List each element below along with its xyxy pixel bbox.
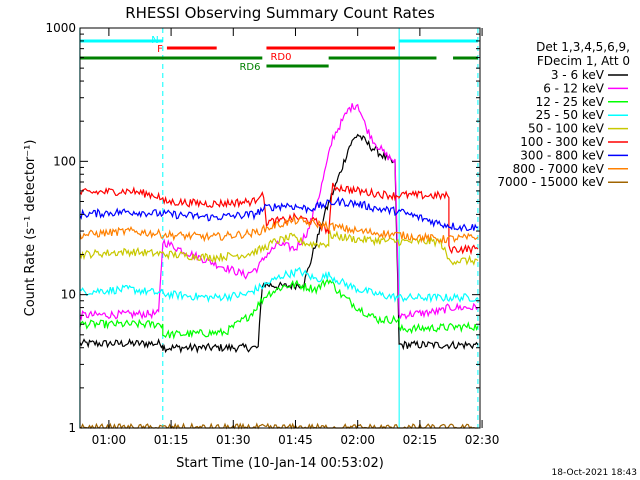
annotation-label: N [151, 35, 158, 46]
chart-title: RHESSI Observing Summary Count Rates [125, 4, 435, 22]
x-tick-label: 01:00 [92, 433, 127, 447]
plot-lines [79, 28, 479, 430]
x-tick-label: 01:15 [154, 433, 189, 447]
legend-label: 50 - 100 keV [528, 122, 605, 136]
annotation-label: F [157, 44, 163, 55]
series-line [79, 103, 479, 321]
timestamp: 18-Oct-2021 18:43 [552, 468, 637, 478]
legend-label: 25 - 50 keV [536, 108, 605, 122]
series-line [79, 266, 479, 304]
plot-frame [79, 27, 481, 429]
series-line [79, 214, 479, 244]
x-tick-label: 02:30 [465, 433, 500, 447]
x-tick-label: 02:15 [403, 433, 438, 447]
y-tick-label: 10 [61, 288, 76, 302]
legend-label: 7000 - 15000 keV [497, 175, 604, 189]
series-line [79, 278, 479, 340]
annotation-label: RD6 [239, 62, 260, 73]
y-axis-label: Count Rate (s⁻¹ detector⁻¹) [23, 140, 38, 317]
series-line [79, 229, 479, 266]
y-tick-label: 1000 [45, 21, 76, 35]
legend-label: 300 - 800 keV [520, 148, 604, 162]
x-tick-label: 01:45 [278, 433, 313, 447]
legend-label: 6 - 12 keV [543, 81, 605, 95]
y-tick-label: 100 [53, 154, 76, 168]
legend-header-2: FDecim 1, Att 0 [537, 54, 630, 68]
axes: 01:00 01:15 01:30 01:45 02:00 02:15 02:30 1 10 10… [45, 21, 499, 447]
legend-header-1: Det 1,3,4,5,6,9, [536, 40, 630, 54]
legend-label: 12 - 25 keV [536, 95, 605, 109]
y-tick-label: 1 [68, 421, 76, 435]
series-line [79, 196, 479, 233]
x-axis-label: Start Time (10-Jan-14 00:53:02) [176, 456, 384, 471]
annotation-bars: NF RD0 RD6 [79, 35, 478, 73]
legend: Det 1,3,4,5,6,9, FDecim 1, Att 0 3 - 6 k… [497, 40, 630, 189]
series-line [79, 182, 479, 256]
series-line [79, 133, 479, 354]
legend-label: 800 - 7000 keV [513, 162, 605, 176]
series-line [79, 422, 478, 430]
x-tick-label: 01:30 [216, 433, 251, 447]
annotation-label: RD0 [270, 52, 291, 63]
legend-label: 3 - 6 keV [551, 68, 605, 82]
x-tick-label: 02:00 [340, 433, 375, 447]
legend-label: 100 - 300 keV [520, 135, 604, 149]
